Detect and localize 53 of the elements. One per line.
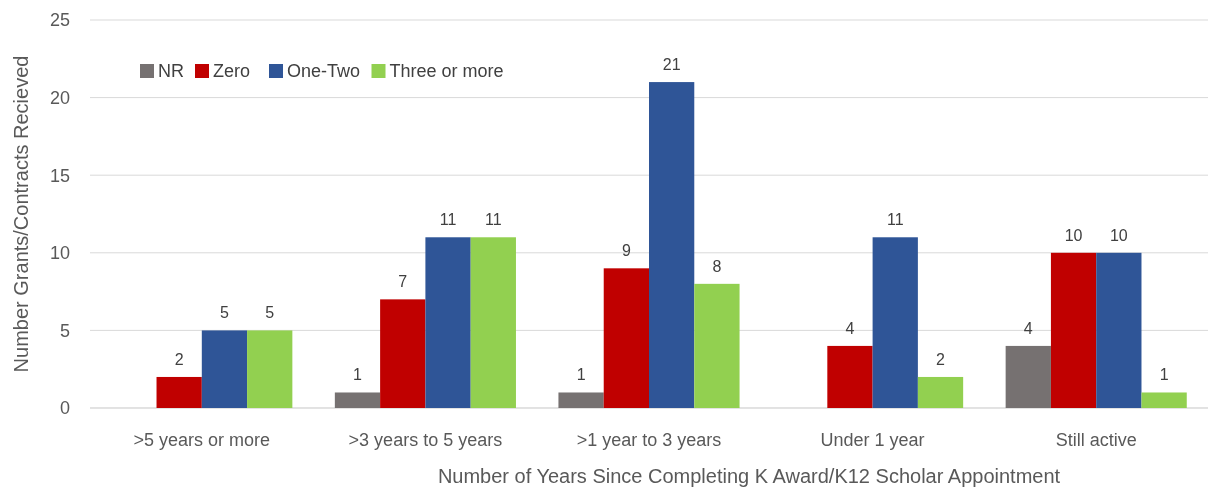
legend-label: Three or more [389, 61, 504, 81]
bar [425, 237, 471, 408]
bar [649, 82, 695, 408]
data-label: 1 [353, 366, 363, 384]
x-axis-title: Number of Years Since Completing K Award/K12 Scholar Appointment [437, 465, 1061, 487]
data-label: 10 [1064, 226, 1083, 244]
data-label: 4 [1023, 319, 1033, 337]
bar [694, 283, 740, 408]
bar [1005, 345, 1051, 408]
bar [917, 376, 964, 408]
legend-label: One-Two [287, 61, 361, 81]
y-tick-label: 15 [49, 165, 70, 186]
x-tick-label: Still active [1055, 430, 1137, 450]
x-tick-label: Under 1 year [820, 430, 925, 450]
y-tick-label: 0 [59, 398, 70, 419]
bar [827, 345, 873, 408]
bar [1096, 252, 1142, 408]
bar [156, 376, 202, 408]
data-label: 11 [439, 211, 457, 229]
bar [603, 268, 649, 408]
bar [334, 392, 381, 408]
x-tick-label: >5 years or more [133, 430, 271, 450]
bar [1050, 252, 1097, 408]
data-label: 1 [1159, 366, 1169, 384]
data-label: 1 [576, 366, 586, 384]
data-label: 21 [662, 56, 681, 74]
data-label: 5 [265, 304, 275, 322]
legend-label: NR [158, 61, 184, 81]
y-axis-title: Number Grants/Contracts Recieved [10, 55, 32, 373]
bar [470, 237, 516, 408]
data-label: 11 [886, 211, 904, 229]
legend-label: Zero [213, 61, 251, 81]
bar [380, 299, 426, 408]
data-label: 2 [936, 350, 946, 368]
bar [201, 330, 248, 408]
y-tick-label: 20 [49, 87, 70, 108]
bar [1141, 392, 1187, 408]
x-tick-label: >1 year to 3 years [576, 430, 722, 450]
y-tick-label: 5 [59, 320, 70, 341]
x-tick-label: >3 years to 5 years [348, 430, 503, 450]
data-label: 11 [485, 211, 502, 229]
data-label: 10 [1109, 226, 1128, 244]
data-label: 2 [174, 350, 184, 368]
bar [558, 392, 604, 408]
bar [247, 330, 293, 408]
y-tick-label: 25 [49, 10, 70, 31]
data-label: 5 [219, 304, 229, 322]
data-label: 7 [398, 273, 408, 291]
data-label: 8 [712, 257, 722, 275]
data-label: 9 [621, 242, 631, 260]
y-tick-label: 10 [49, 243, 70, 264]
data-label: 4 [845, 319, 855, 337]
bar [872, 237, 918, 408]
